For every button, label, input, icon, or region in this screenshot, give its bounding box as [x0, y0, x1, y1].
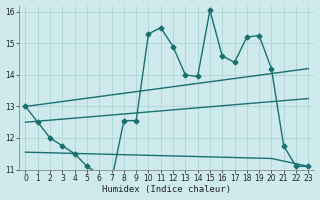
- X-axis label: Humidex (Indice chaleur): Humidex (Indice chaleur): [102, 185, 231, 194]
